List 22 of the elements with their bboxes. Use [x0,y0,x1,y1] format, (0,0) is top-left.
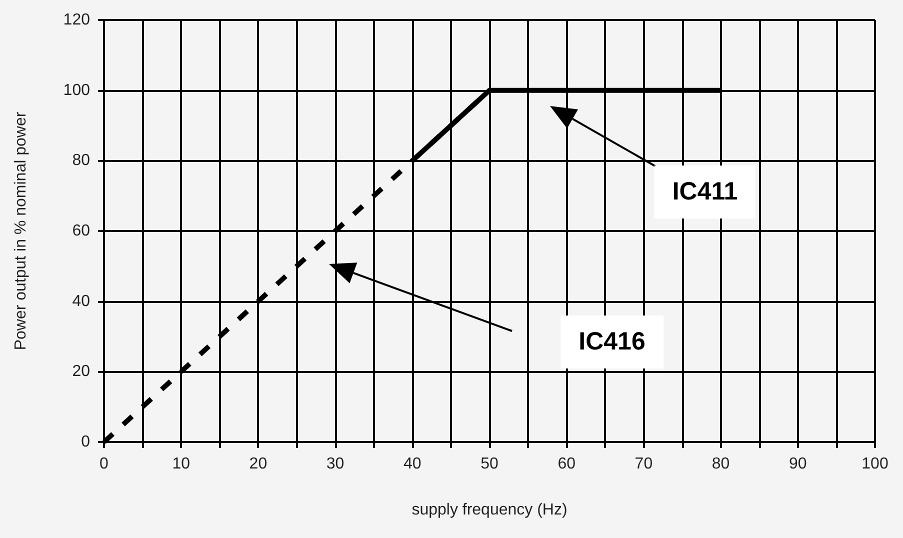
x-tick-label: 70 [634,456,653,472]
annotation: IC416 [560,316,664,368]
x-tick-label: 0 [100,456,109,472]
x-tick-label: 50 [480,456,498,472]
x-tick-label: 100 [862,456,888,472]
x-tick-label: 60 [558,456,576,472]
y-tick-label: 60 [72,222,90,240]
x-tick-label: 30 [326,456,344,472]
x-tick-label: 40 [404,456,422,472]
x-axis-title: supply frequency (Hz) [412,502,568,518]
y-tick-label: 40 [72,292,90,310]
y-tick-label: 0 [81,434,90,450]
y-axis-title: Power output in % nominal power [12,111,30,350]
y-tick-label: 80 [72,152,90,170]
x-tick-label: 20 [249,456,268,472]
y-tick-label: 120 [63,12,90,28]
y-tick-label: 100 [63,82,90,99]
x-tick-label: 10 [172,456,190,472]
y-tick-label: 20 [72,363,90,380]
annotation: IC411 [654,166,756,218]
x-tick-label: 80 [712,456,730,472]
x-tick-label: 90 [789,456,807,472]
